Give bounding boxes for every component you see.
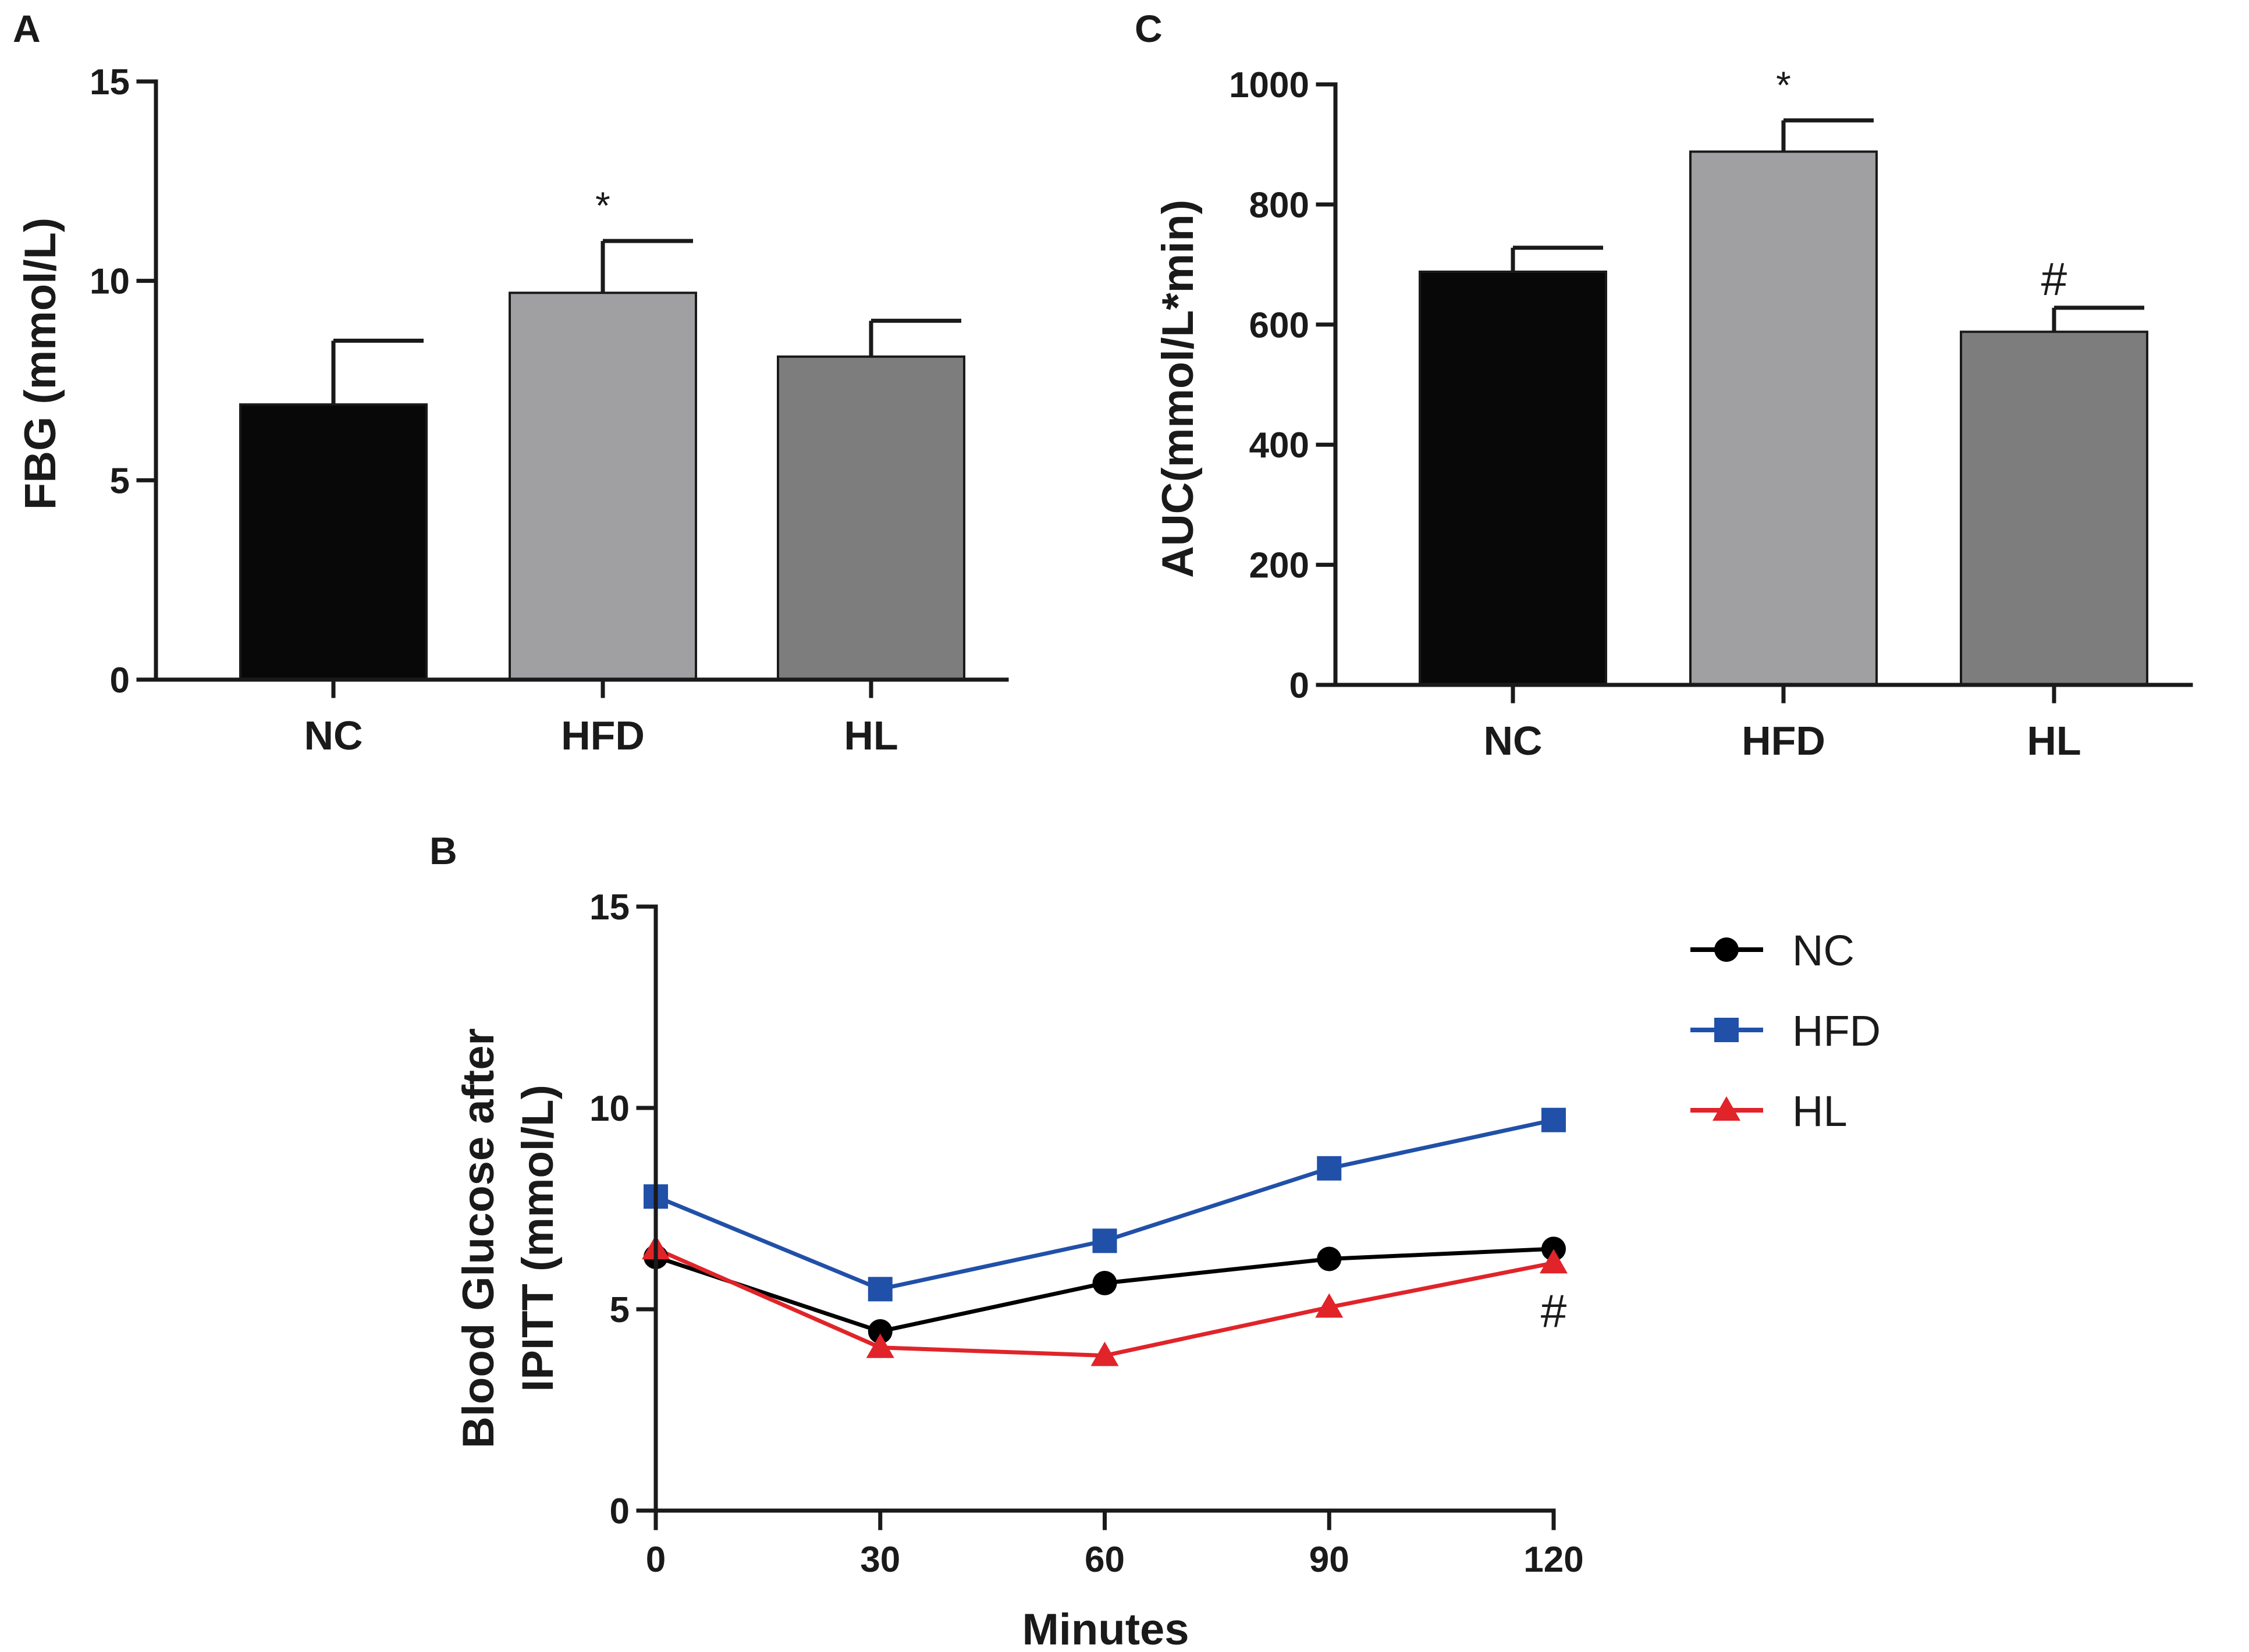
b-y-tick-label: 10 [589, 1089, 630, 1129]
a-y-tick-label: 5 [110, 461, 130, 501]
significance-mark-hfd: * [595, 184, 610, 227]
legend-label-hl: HL [1792, 1087, 1847, 1135]
bar-hfd [509, 292, 697, 681]
bar-nc [239, 403, 428, 681]
category-label-nc: NC [304, 713, 363, 758]
panel-a-fbg-chart: A FBG (mmol/L) 0 5 10 15 * NC HFD HL [13, 7, 1009, 758]
point-hl-90 [1315, 1293, 1344, 1318]
c-y-tick-label: 800 [1249, 185, 1309, 225]
b-x-tick-label: 90 [1309, 1540, 1349, 1580]
b-x-tick-label: 120 [1523, 1540, 1583, 1580]
point-nc-90 [1317, 1246, 1342, 1271]
category-label-hfd: HFD [561, 713, 645, 758]
panel-b-legend: NC HFD HL [1690, 926, 1881, 1135]
panel-a-y-axis-title: FBG (mmol/L) [16, 218, 65, 510]
category-label-hl: HL [2027, 718, 2081, 763]
panel-c-letter: C [1135, 7, 1163, 50]
point-nc-120 [1541, 1237, 1566, 1262]
b-x-tick-label: 0 [646, 1540, 666, 1580]
significance-mark-hfd: * [1776, 63, 1791, 106]
point-nc-30 [868, 1319, 893, 1344]
point-hl-30 [866, 1333, 894, 1358]
c-y-tick-label: 1000 [1229, 65, 1309, 105]
category-label-nc: NC [1483, 718, 1542, 763]
significance-mark-hl: # [2041, 253, 2067, 305]
point-nc-60 [1092, 1271, 1117, 1296]
significance-mark-hl-120: # [1541, 1285, 1567, 1337]
panel-b-y-axis-title-line1: Blood Glucose after [454, 1028, 503, 1448]
panel-c-axes [1333, 82, 2193, 687]
c-y-tick-label: 400 [1249, 425, 1309, 466]
b-y-tick-label: 15 [589, 887, 630, 928]
panel-b-y-axis-title-line2: IPITT (mmol/L) [513, 1085, 563, 1392]
legend-marker-hfd [1714, 1018, 1739, 1042]
point-hl-60 [1090, 1341, 1119, 1366]
panel-b-x-axis-title: Minutes [1022, 1605, 1189, 1652]
bar-hl [777, 355, 965, 681]
a-y-tick-label: 15 [90, 62, 130, 102]
panel-c-y-axis-title: AUC(mmol/L*min) [1153, 200, 1203, 578]
point-hfd-120 [1541, 1107, 1566, 1132]
panel-c-auc-chart: C AUC(mmol/L*min) 0 200 400 600 800 1000 * # N… [1135, 7, 2193, 763]
legend-marker-nc [1714, 937, 1739, 962]
a-y-tick-label: 0 [110, 660, 130, 701]
series-line-hfd [655, 1118, 1554, 1291]
b-y-tick-label: 0 [610, 1491, 630, 1532]
point-hfd-90 [1317, 1156, 1342, 1181]
point-hfd-60 [1092, 1228, 1117, 1253]
c-y-tick-label: 0 [1289, 666, 1309, 706]
category-label-hfd: HFD [1742, 718, 1825, 763]
bar-nc [1419, 270, 1607, 686]
b-x-tick-label: 60 [1085, 1540, 1125, 1580]
legend-marker-hl [1712, 1096, 1740, 1121]
b-x-tick-label: 30 [860, 1540, 900, 1580]
point-hl-120 [1540, 1249, 1568, 1274]
legend-label-hfd: HFD [1792, 1007, 1881, 1055]
c-y-tick-label: 600 [1249, 305, 1309, 346]
panel-b-ipitt-chart: B Blood Glucose after IPITT (mmol/L) Min… [429, 829, 1881, 1652]
legend-label-nc: NC [1792, 926, 1854, 975]
panel-a-letter: A [13, 7, 41, 50]
panel-b-letter: B [429, 829, 457, 872]
category-label-hl: HL [844, 713, 898, 758]
point-hfd-30 [868, 1277, 893, 1302]
a-y-tick-label: 10 [90, 262, 130, 302]
bar-hl [1960, 331, 2148, 686]
bar-hfd [1689, 150, 1878, 687]
c-y-tick-label: 200 [1249, 546, 1309, 586]
b-y-tick-label: 5 [610, 1290, 630, 1330]
panel-b-axes [653, 904, 1556, 1513]
panel-a-axes [154, 79, 1009, 682]
